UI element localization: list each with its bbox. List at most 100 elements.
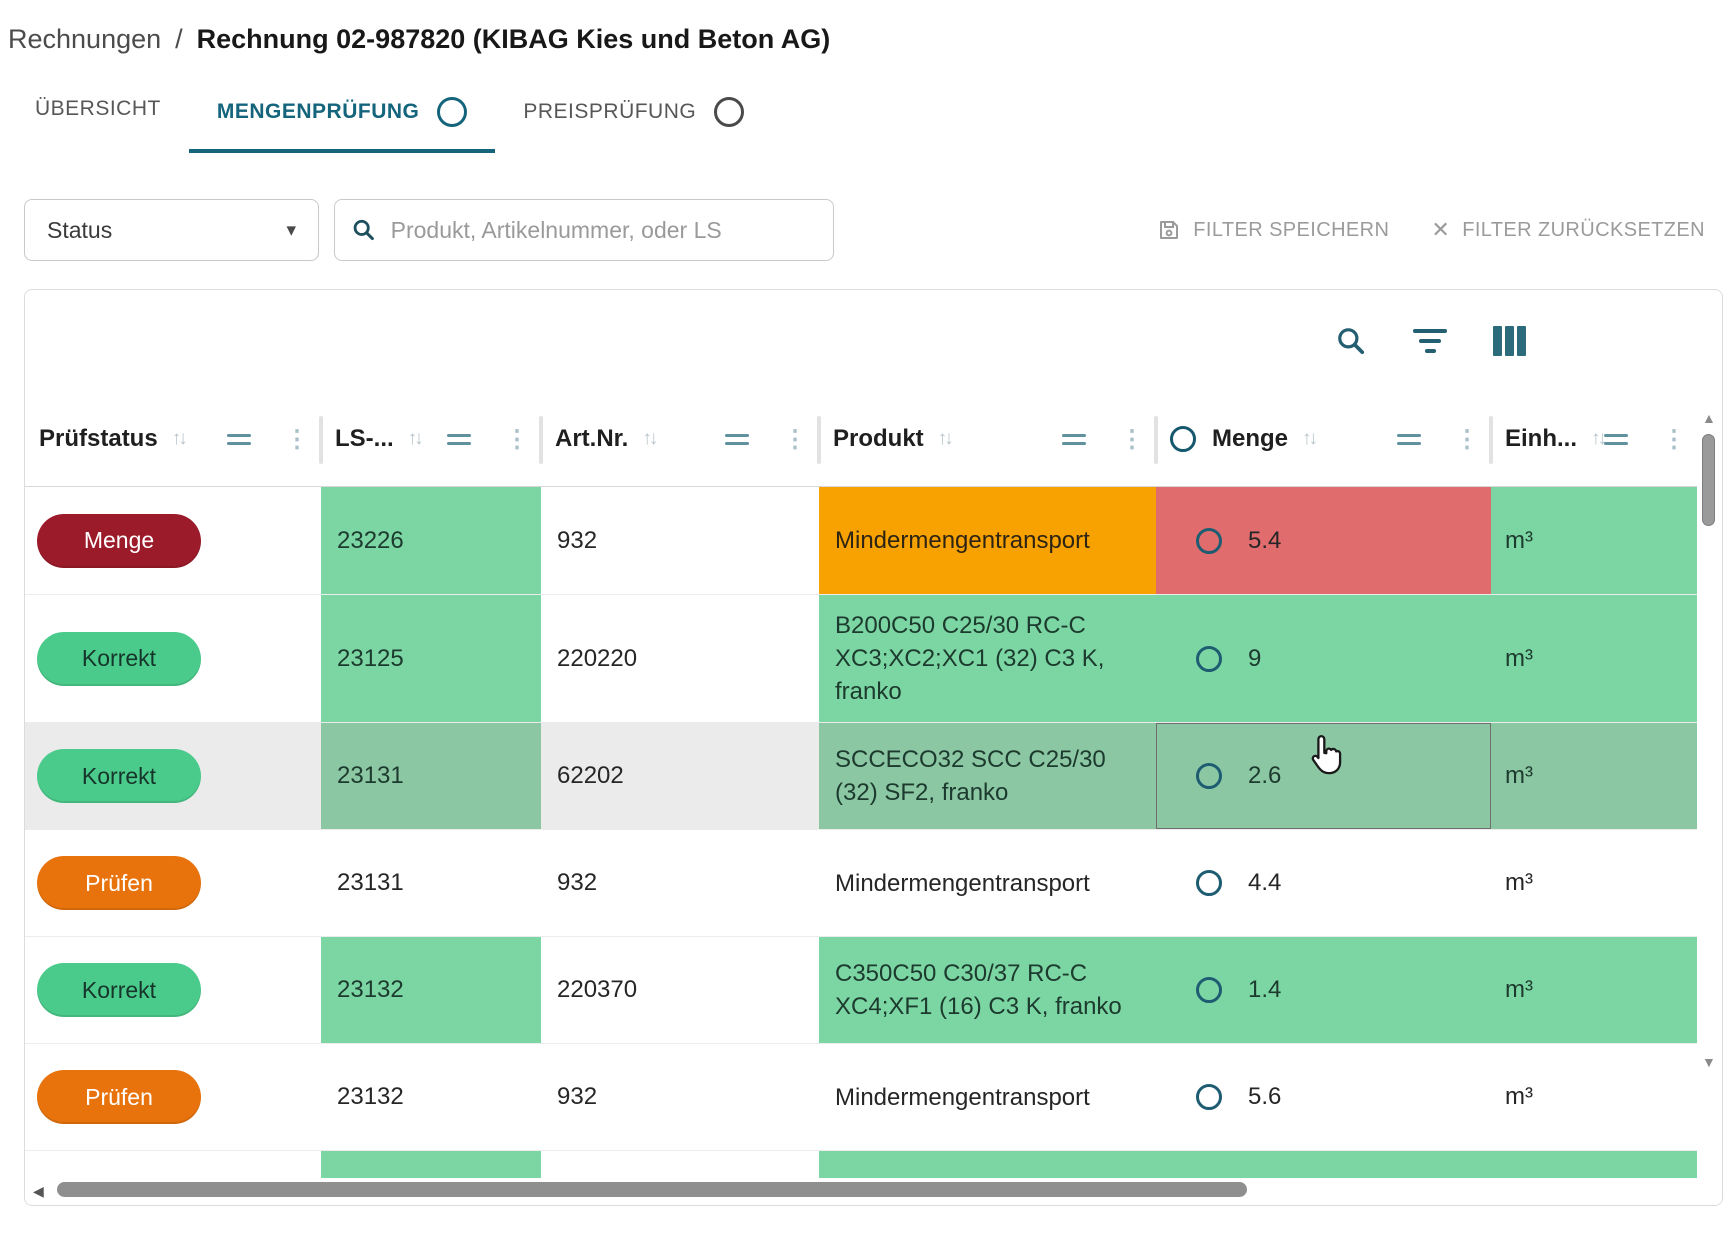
filter-menu-icon[interactable] — [227, 433, 251, 445]
column-header-einheit[interactable]: Einh... ↑↓ ⋮ — [1489, 392, 1697, 486]
ls-value: 23132 — [337, 976, 404, 1003]
sort-icon[interactable]: ↑↓ — [1591, 428, 1607, 449]
cell-pruefstatus: Korrekt — [25, 723, 321, 829]
tab-uebersicht[interactable]: ÜBERSICHT — [35, 91, 161, 143]
cell-menge[interactable]: 5.6 — [1156, 1044, 1491, 1150]
column-label: LS-... — [335, 425, 394, 452]
cell-menge[interactable]: 2.6 — [1156, 723, 1491, 829]
kebab-menu-icon[interactable]: ⋮ — [1455, 425, 1479, 453]
filter-menu-icon[interactable] — [447, 433, 471, 445]
cell-pruefstatus — [25, 1151, 321, 1178]
tab-label: PREISPRÜFUNG — [523, 100, 697, 123]
kebab-menu-icon[interactable]: ⋮ — [285, 425, 309, 453]
sort-icon[interactable]: ↑↓ — [1302, 428, 1318, 449]
filter-menu-icon[interactable] — [1604, 433, 1628, 445]
tab-mengenpruefung[interactable]: MENGENPRÜFUNG — [188, 91, 496, 153]
cell-artnr — [541, 1151, 819, 1178]
menge-value: 9 — [1248, 644, 1262, 672]
status-badge[interactable]: Prüfen — [37, 856, 201, 910]
table-row[interactable]: Prüfen 23132 932 Mindermengentransport 5.6 m³ — [25, 1043, 1697, 1150]
filter-menu-icon[interactable] — [1397, 433, 1421, 445]
status-badge[interactable]: Korrekt — [37, 963, 201, 1017]
reset-filter-button[interactable]: ✕ FILTER ZURÜCKSETZEN — [1431, 217, 1705, 243]
horizontal-scrollbar-thumb[interactable] — [57, 1182, 1247, 1197]
cell-artnr: 220370 — [541, 937, 819, 1043]
column-header-produkt[interactable]: Produkt ↑↓ ⋮ — [817, 392, 1156, 486]
einheit-value: m³ — [1505, 869, 1533, 896]
filter-menu-icon[interactable] — [725, 433, 749, 445]
vertical-scrollbar[interactable]: ▲ ▼ — [1700, 410, 1718, 1070]
column-header-artnr[interactable]: Art.Nr. ↑↓ ⋮ — [539, 392, 819, 486]
table-search-icon[interactable] — [1335, 325, 1367, 357]
artnr-value: 932 — [557, 1083, 598, 1110]
table-row[interactable]: Prüfen 23131 932 Mindermengentransport 4.4 m³ — [25, 829, 1697, 936]
artnr-value: 62202 — [557, 762, 624, 789]
status-badge[interactable]: Menge — [37, 513, 201, 568]
search-box — [334, 199, 834, 261]
kebab-menu-icon[interactable]: ⋮ — [1662, 425, 1686, 453]
circle-icon — [1196, 645, 1222, 672]
cell-produkt: C350C50 C30/37 RC-C XC4;XF1 (16) C3 K, f… — [819, 937, 1156, 1043]
horizontal-scrollbar[interactable]: ◀ — [33, 1181, 1713, 1199]
produkt-value: C350C50 C30/37 RC-C XC4;XF1 (16) C3 K, f… — [835, 960, 1122, 1020]
status-dropdown[interactable]: Status ▾ — [24, 199, 319, 261]
einheit-value: m³ — [1505, 1083, 1533, 1110]
table-columns-icon[interactable] — [1493, 326, 1526, 356]
status-badge[interactable]: Korrekt — [37, 631, 201, 686]
sort-icon[interactable]: ↑↓ — [407, 428, 424, 449]
scroll-down-icon[interactable]: ▼ — [1702, 1054, 1716, 1070]
einheit-value: m³ — [1505, 526, 1533, 554]
cell-einheit: m³ — [1491, 487, 1697, 594]
scroll-left-icon[interactable]: ◀ — [33, 1183, 44, 1199]
cell-menge[interactable]: 4.4 — [1156, 830, 1491, 936]
column-header-menge[interactable]: Menge ↑↓ ⋮ — [1154, 392, 1491, 486]
cell-ls-nummer — [321, 1151, 541, 1178]
circle-icon — [1196, 870, 1222, 896]
cell-menge[interactable]: 9 — [1156, 595, 1491, 722]
tab-label: ÜBERSICHT — [35, 97, 161, 120]
cell-artnr: 932 — [541, 1044, 819, 1150]
cell-pruefstatus: Prüfen — [25, 830, 321, 936]
save-filter-label: FILTER SPEICHERN — [1193, 218, 1390, 241]
search-input[interactable] — [390, 216, 817, 244]
table-row[interactable]: Korrekt 23132 220370 C350C50 C30/37 RC-C XC… — [25, 936, 1697, 1043]
scroll-up-icon[interactable]: ▲ — [1702, 410, 1716, 426]
cell-ls-nummer: 23131 — [321, 723, 541, 829]
circle-icon — [1196, 763, 1222, 789]
kebab-menu-icon[interactable]: ⋮ — [1120, 425, 1144, 453]
table-row[interactable]: Korrekt 23125 220220 B200C50 C25/30 RC-C XC… — [25, 594, 1697, 722]
breadcrumb-section[interactable]: Rechnungen — [8, 24, 162, 54]
circle-icon — [1170, 426, 1196, 452]
save-icon — [1160, 221, 1179, 239]
vertical-scrollbar-thumb[interactable] — [1702, 434, 1715, 526]
column-header-pruefstatus[interactable]: Prüfstatus ↑↓ ⋮ — [25, 392, 321, 486]
column-header-ls-nummer[interactable]: LS-... ↑↓ ⋮ — [319, 392, 541, 486]
einheit-value: m³ — [1505, 762, 1533, 789]
cell-menge[interactable]: 1.4 — [1156, 937, 1491, 1043]
breadcrumb-separator: / — [175, 24, 183, 54]
kebab-menu-icon[interactable]: ⋮ — [505, 425, 529, 453]
cell-menge[interactable] — [1156, 1151, 1491, 1178]
circle-icon — [1196, 1084, 1222, 1110]
column-label: Produkt — [833, 425, 924, 452]
filter-menu-icon[interactable] — [1062, 433, 1086, 445]
table-filter-icon[interactable] — [1413, 329, 1447, 353]
sort-icon[interactable]: ↑↓ — [642, 428, 658, 449]
save-filter-button[interactable]: FILTER SPEICHERN — [1157, 218, 1389, 242]
sort-icon[interactable]: ↑↓ — [171, 428, 188, 449]
cell-artnr: 932 — [541, 487, 819, 594]
menge-value: 5.6 — [1248, 1083, 1282, 1110]
cell-produkt: Mindermengentransport — [819, 1044, 1156, 1150]
column-label: Art.Nr. — [555, 425, 629, 452]
table-row[interactable]: Menge 23226 932 Mindermengentransport 5.4 m³ — [25, 487, 1697, 594]
status-badge[interactable]: Korrekt — [37, 749, 201, 803]
cell-ls-nummer: 23125 — [321, 595, 541, 722]
table-row[interactable] — [25, 1150, 1697, 1178]
cell-menge[interactable]: 5.4 — [1156, 487, 1491, 594]
table-row[interactable]: Korrekt 23131 62202 SCCECO32 SCC C25/30 (32… — [25, 722, 1697, 829]
cell-einheit: m³ — [1491, 1044, 1697, 1150]
tab-preispruefung[interactable]: PREISPRÜFUNG — [523, 91, 745, 149]
kebab-menu-icon[interactable]: ⋮ — [783, 425, 807, 453]
sort-icon[interactable]: ↑↓ — [937, 428, 954, 449]
status-badge[interactable]: Prüfen — [37, 1070, 201, 1124]
